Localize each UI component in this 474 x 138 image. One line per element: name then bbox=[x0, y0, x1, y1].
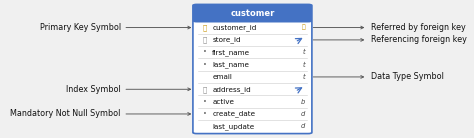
Text: customer_id: customer_id bbox=[212, 24, 257, 31]
Text: t: t bbox=[302, 49, 305, 55]
Text: ·: · bbox=[203, 47, 207, 57]
Text: Data Type Symbol: Data Type Symbol bbox=[371, 72, 444, 81]
Text: 🔑: 🔑 bbox=[202, 37, 207, 43]
Text: Mandatory Not Null Symbol: Mandatory Not Null Symbol bbox=[10, 109, 121, 118]
Text: d: d bbox=[301, 111, 305, 117]
Text: 🔑: 🔑 bbox=[202, 86, 207, 93]
Text: ·: · bbox=[203, 60, 207, 70]
Text: first_name: first_name bbox=[212, 49, 250, 56]
Text: 🔑: 🔑 bbox=[202, 24, 207, 31]
FancyBboxPatch shape bbox=[193, 4, 312, 134]
Text: 🔑: 🔑 bbox=[301, 25, 305, 30]
Text: Primary Key Symbol: Primary Key Symbol bbox=[40, 23, 121, 32]
Text: address_id: address_id bbox=[212, 86, 251, 93]
Text: customer: customer bbox=[230, 9, 274, 18]
Text: Referred by foreign key: Referred by foreign key bbox=[371, 23, 465, 32]
Text: active: active bbox=[212, 99, 234, 105]
Bar bbox=[197, 14, 308, 21]
Text: store_id: store_id bbox=[212, 37, 241, 43]
Text: create_date: create_date bbox=[212, 111, 255, 117]
Text: ·: · bbox=[203, 109, 207, 119]
Text: last_name: last_name bbox=[212, 61, 249, 68]
Text: Referencing foreign key: Referencing foreign key bbox=[371, 35, 466, 44]
Text: b: b bbox=[301, 99, 305, 105]
Text: Index Symbol: Index Symbol bbox=[66, 85, 121, 94]
Text: email: email bbox=[212, 74, 232, 80]
Text: d: d bbox=[301, 123, 305, 129]
Text: ·: · bbox=[203, 97, 207, 107]
Text: t: t bbox=[302, 62, 305, 68]
Text: t: t bbox=[302, 74, 305, 80]
Text: last_update: last_update bbox=[212, 123, 255, 130]
FancyBboxPatch shape bbox=[193, 4, 312, 22]
